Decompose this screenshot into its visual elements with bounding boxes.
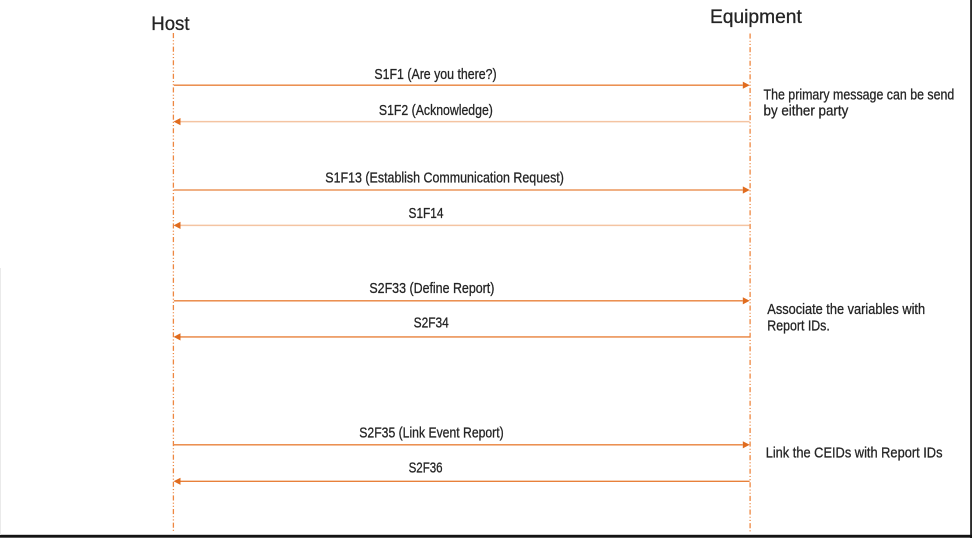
svg-text:Link the CEIDs with Report IDs: Link the CEIDs with Report IDs [766,445,943,461]
svg-text:by either party: by either party [764,104,850,120]
svg-text:S1F13 (Establish Communication: S1F13 (Establish Communication Request) [325,171,564,187]
svg-text:S2F33 (Define Report): S2F33 (Define Report) [369,281,494,297]
svg-text:S2F35 (Link Event Report): S2F35 (Link Event Report) [359,426,503,442]
svg-text:S1F1 (Are you there?): S1F1 (Are you there?) [374,67,496,83]
svg-text:Host: Host [151,14,190,35]
svg-text:S2F36: S2F36 [409,461,443,477]
svg-text:S1F14: S1F14 [409,206,444,222]
svg-text:S2F34: S2F34 [414,316,449,332]
svg-text:Report IDs.: Report IDs. [767,318,830,334]
svg-text:The primary message can be sen: The primary message can be send [764,88,955,104]
svg-text:Associate the variables with: Associate the variables with [767,302,925,318]
svg-text:Equipment: Equipment [710,7,803,28]
svg-text:S1F2 (Acknowledge): S1F2 (Acknowledge) [379,103,493,119]
